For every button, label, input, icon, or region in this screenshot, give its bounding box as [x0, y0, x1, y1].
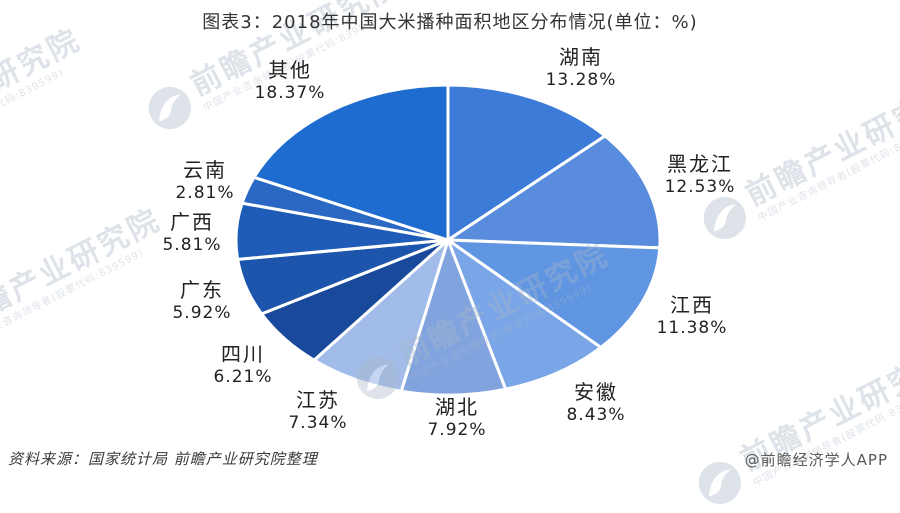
- page-title: 图表3：2018年中国大米播种面积地区分布情况(单位：%): [202, 12, 698, 33]
- pie-slice-1: [446, 134, 662, 250]
- pie-slice-2: [446, 238, 662, 349]
- pie-slice-3: [446, 238, 603, 391]
- pie-slice-4: [399, 238, 508, 397]
- source-note: 资料来源：国家统计局 前瞻产业研究院整理: [8, 450, 318, 468]
- pie-slice-0: [446, 83, 607, 242]
- pie-chart: [234, 83, 662, 397]
- pie-slice-10: [252, 83, 450, 242]
- credit-handle: @前瞻经济学人APP: [744, 451, 888, 469]
- pie-slice-5: [312, 238, 450, 393]
